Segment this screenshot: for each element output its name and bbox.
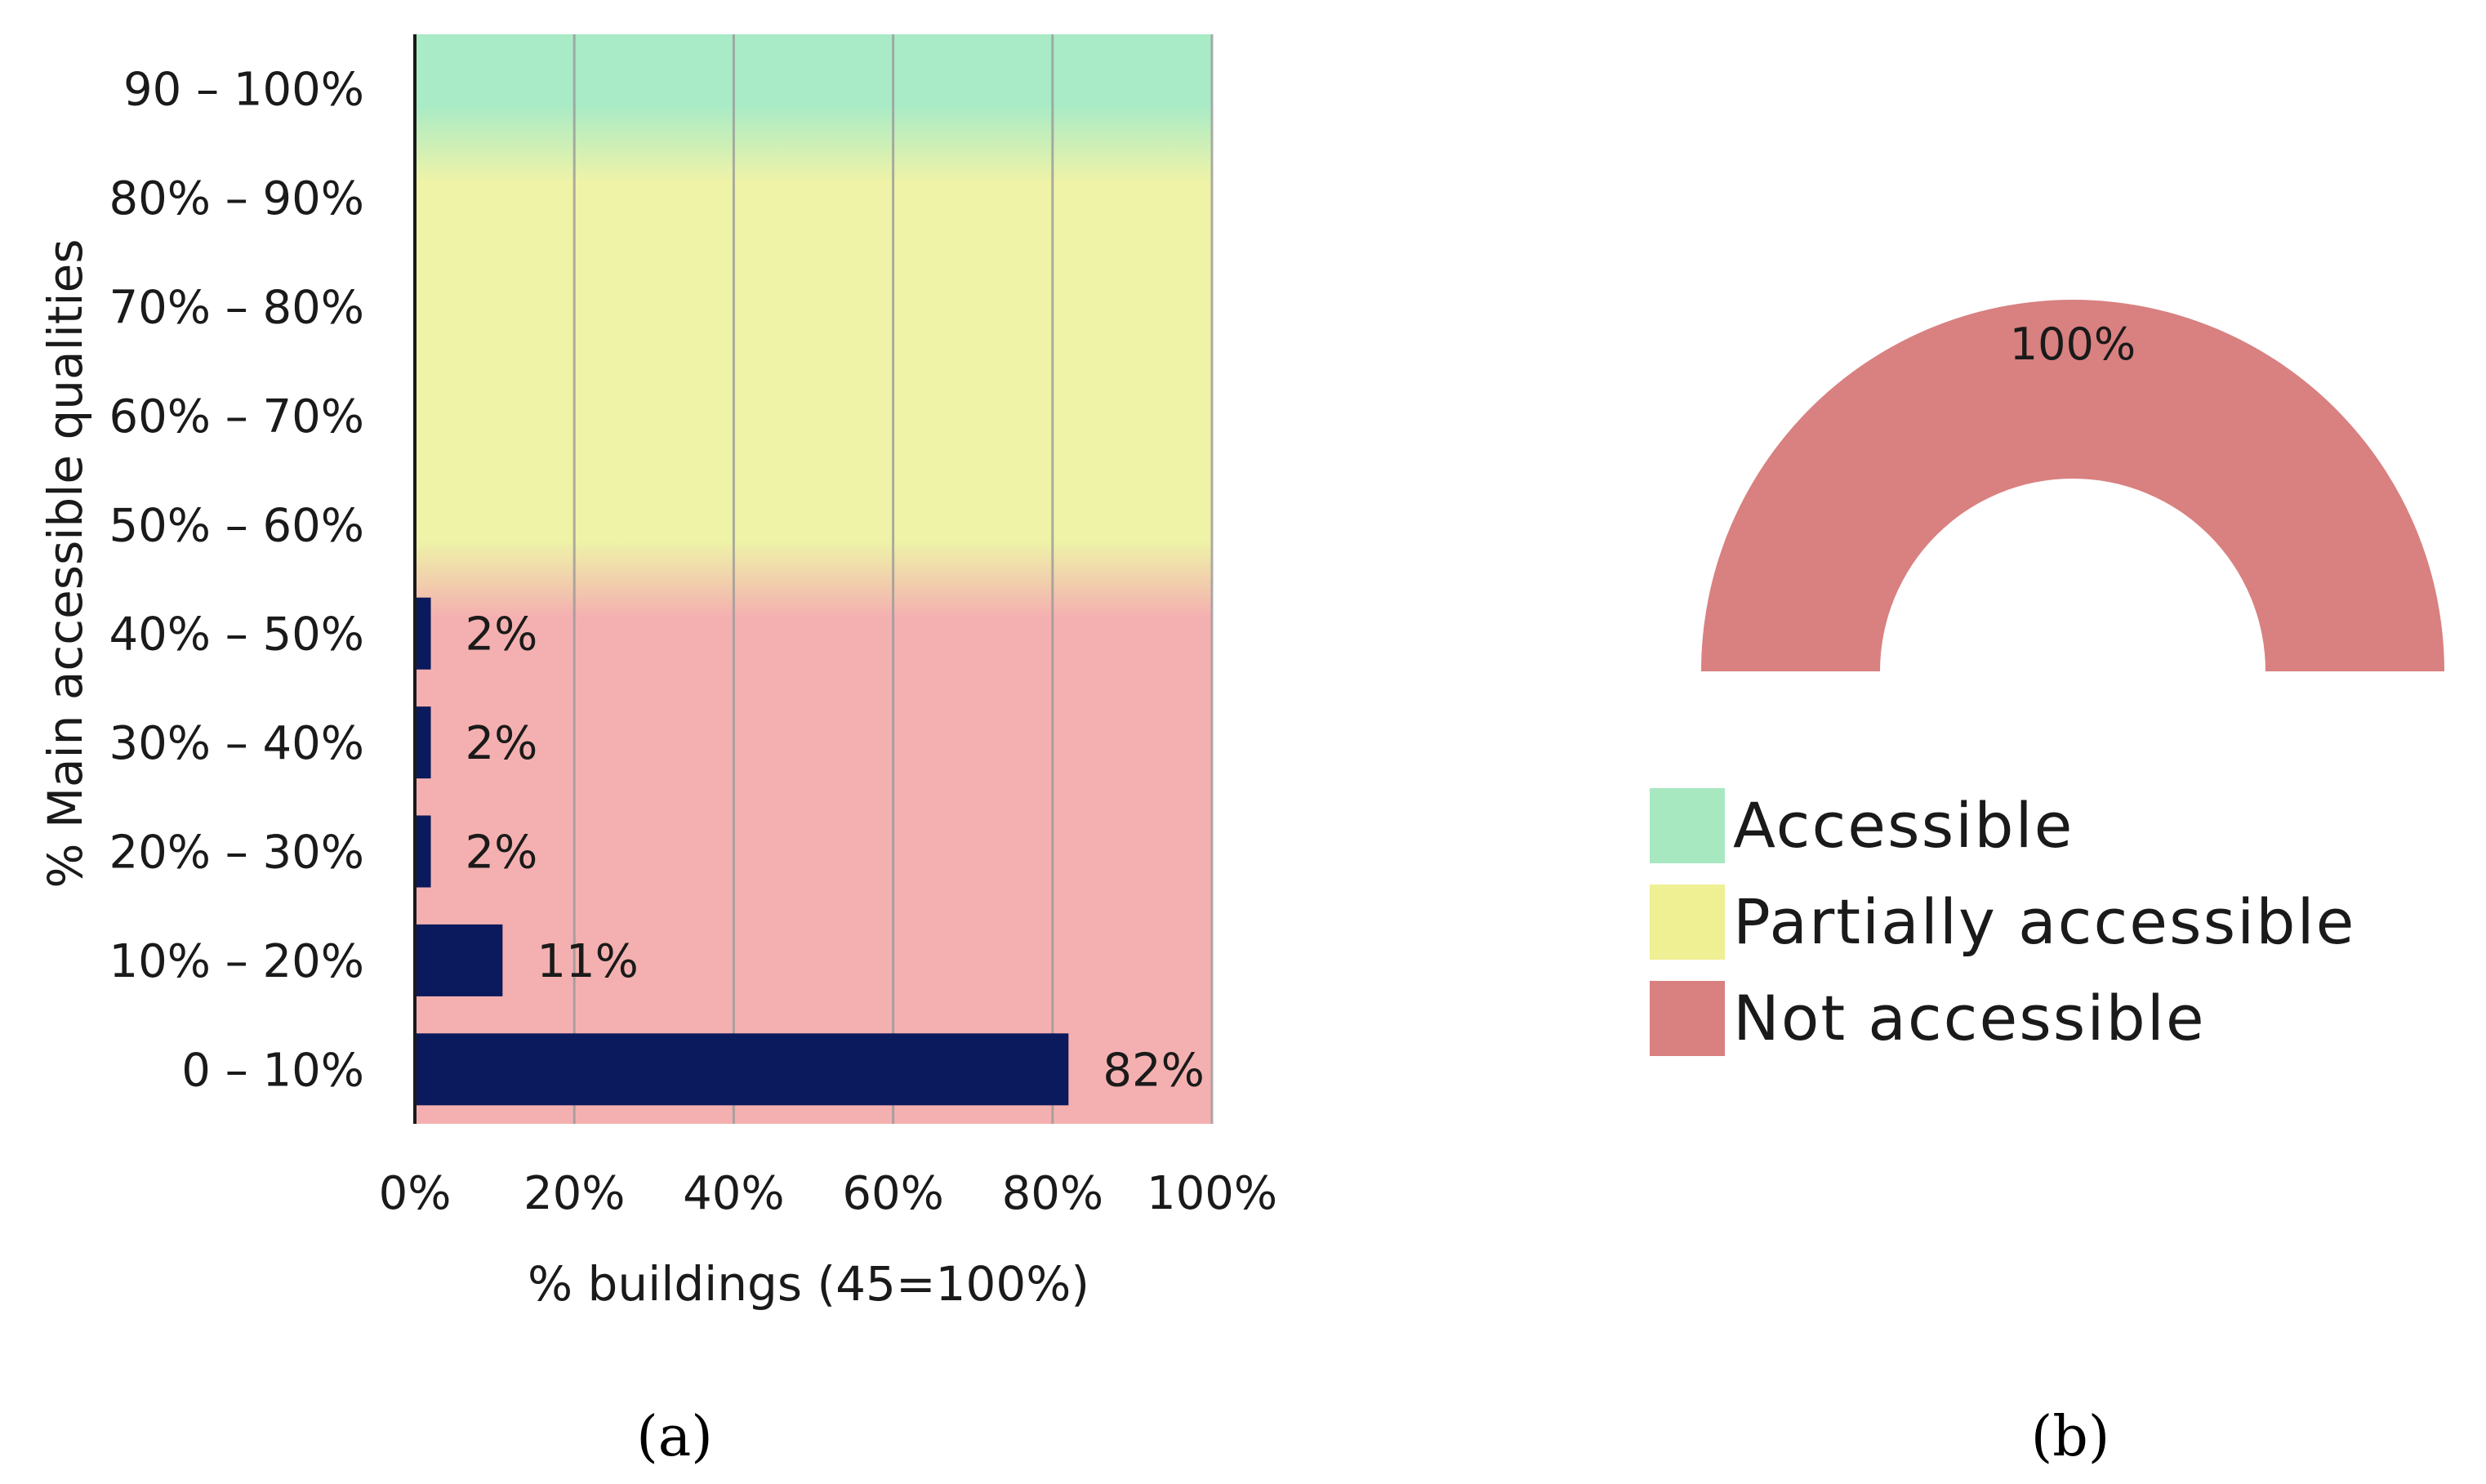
- donut-segments: [1701, 300, 2444, 671]
- bar-value-label-2: 2%: [466, 827, 538, 880]
- y-tick-label-1: 10% – 20%: [109, 935, 364, 988]
- bar-1: [415, 924, 503, 996]
- x-tick-label-3: 60%: [842, 1167, 943, 1220]
- donut-value-label-2: 100%: [2010, 319, 2136, 370]
- legend-label-2: Not accessible: [1733, 982, 2206, 1054]
- bar-2: [415, 815, 431, 888]
- bar-3: [415, 706, 431, 779]
- legend-label-1: Partially accessible: [1733, 885, 2355, 958]
- y-tick-label-5: 50% – 60%: [109, 499, 364, 552]
- y-tick-label-2: 20% – 30%: [109, 827, 364, 880]
- x-tick-label-1: 20%: [523, 1167, 625, 1220]
- x-tick-label-2: 40%: [683, 1167, 784, 1220]
- bar-value-label-0: 82%: [1103, 1044, 1204, 1097]
- y-tick-label-8: 80% – 90%: [109, 172, 364, 225]
- legend-swatch-1: [1650, 885, 1725, 960]
- bar-chart: 82% 11% 2% 2% 2% 0 – 10% 10% – 20% 20% – 30% 30…: [38, 34, 1277, 1312]
- legend-label-0: Accessible: [1733, 789, 2074, 862]
- x-tick-label-4: 80%: [1002, 1167, 1103, 1220]
- x-tick-label-0: 0%: [379, 1167, 452, 1220]
- plot-background: [415, 34, 1212, 1124]
- y-tick-label-4: 40% – 50%: [109, 608, 364, 662]
- bars: [415, 597, 1069, 1106]
- y-tick-labels: 0 – 10% 10% – 20% 20% – 30% 30% – 40% 40% – …: [109, 64, 364, 1098]
- donut-segment-2: [1701, 300, 2444, 671]
- y-tick-label-9: 90 – 100%: [123, 64, 364, 117]
- bar-0: [415, 1033, 1069, 1106]
- y-tick-label-6: 60% – 70%: [109, 390, 364, 443]
- panel-label-a: (a): [636, 1405, 713, 1469]
- y-tick-label-0: 0 – 10%: [181, 1044, 364, 1097]
- legend-swatch-2: [1650, 981, 1725, 1056]
- panel-label-b: (b): [2031, 1405, 2110, 1469]
- gridlines: [572, 34, 1214, 1124]
- legend: Accessible Partially accessible Not access…: [1650, 788, 2355, 1056]
- x-tick-labels: 0% 20% 40% 60% 80% 100%: [379, 1167, 1277, 1220]
- bar-labels: 82% 11% 2% 2% 2%: [466, 608, 1205, 1098]
- legend-swatch-0: [1650, 788, 1725, 863]
- donut-chart: 100%: [1701, 300, 2444, 671]
- bar-4: [415, 597, 431, 670]
- bar-value-label-1: 11%: [537, 935, 638, 988]
- y-tick-label-3: 30% – 40%: [109, 717, 364, 770]
- bar-value-label-4: 2%: [466, 608, 538, 662]
- y-tick-label-7: 70% – 80%: [109, 282, 364, 335]
- y-axis-title: % Main accessible qualities: [38, 238, 93, 888]
- donut-labels: 100%: [2010, 319, 2136, 370]
- bar-value-label-3: 2%: [466, 717, 538, 770]
- x-axis-title: % buildings (45=100%): [528, 1256, 1089, 1312]
- x-tick-label-5: 100%: [1147, 1167, 1277, 1220]
